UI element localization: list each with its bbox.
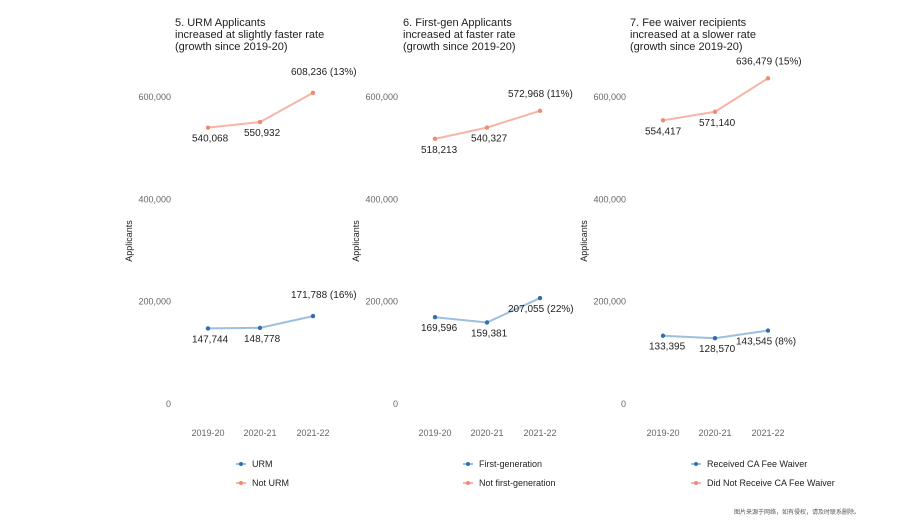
y-tick-label: 400,000 — [365, 194, 398, 204]
y-tick-label: 600,000 — [593, 92, 626, 102]
y-axis-label: Applicants — [351, 220, 361, 262]
y-tick-label: 600,000 — [365, 92, 398, 102]
data-point — [310, 90, 316, 95]
x-tick-label: 2019-20 — [418, 428, 451, 438]
y-tick-label: 0 — [166, 399, 171, 409]
legend-label: Did Not Receive CA Fee Waiver — [707, 478, 835, 488]
chart-title-line: 5. URM Applicants — [175, 17, 266, 29]
legend-label: URM — [252, 459, 273, 469]
legend-swatch-dot — [466, 462, 470, 466]
legend-swatch-dot — [239, 481, 243, 485]
data-label: 159,381 — [471, 328, 508, 339]
data-label: 169,596 — [421, 323, 458, 334]
data-label: 171,788 (16%) — [291, 290, 357, 301]
x-tick-label: 2019-20 — [191, 428, 224, 438]
x-tick-label: 2020-21 — [243, 428, 276, 438]
data-point — [765, 76, 771, 81]
series-line — [662, 77, 769, 122]
data-label: 540,327 — [471, 134, 508, 145]
chart-title-line: increased at slightly faster rate — [175, 29, 324, 41]
data-point — [484, 320, 490, 325]
chart-title-line: increased at faster rate — [403, 29, 516, 41]
y-axis-label: Applicants — [124, 220, 134, 262]
x-tick-label: 2020-21 — [470, 428, 503, 438]
data-point — [712, 109, 718, 114]
legend-swatch-dot — [694, 481, 698, 485]
data-point — [205, 326, 211, 331]
data-label: 143,545 (8%) — [736, 337, 796, 348]
legend-label: Received CA Fee Waiver — [707, 459, 807, 469]
data-label: 207,055 (22%) — [508, 304, 574, 315]
data-label: 571,140 — [699, 118, 736, 129]
data-label: 554,417 — [645, 126, 682, 137]
legend-label: First-generation — [479, 459, 542, 469]
data-label: 540,068 — [192, 134, 229, 145]
data-point — [432, 315, 438, 320]
chart-title-line: 6. First-gen Applicants — [403, 17, 512, 29]
y-tick-label: 600,000 — [138, 92, 171, 102]
chart-title-line: increased at a slower rate — [630, 29, 756, 41]
chart-title-line: (growth since 2019-20) — [175, 41, 288, 53]
x-tick-label: 2021-22 — [296, 428, 329, 438]
data-point — [257, 325, 263, 331]
data-point — [660, 118, 666, 123]
y-tick-label: 0 — [393, 399, 398, 409]
data-label: 550,932 — [244, 128, 281, 139]
data-point — [537, 295, 543, 301]
y-tick-label: 0 — [621, 399, 626, 409]
x-tick-label: 2019-20 — [646, 428, 679, 438]
legend-swatch-dot — [694, 462, 698, 466]
legend-swatch-dot — [239, 462, 243, 466]
legend-label: Not first-generation — [479, 478, 556, 488]
data-point — [712, 336, 718, 341]
x-tick-label: 2020-21 — [698, 428, 731, 438]
data-point — [484, 125, 490, 130]
data-point — [310, 313, 316, 319]
data-label: 636,479 (15%) — [736, 56, 802, 67]
data-label: 128,570 — [699, 344, 736, 355]
data-label: 133,395 — [649, 342, 686, 353]
chart-title-line: 7. Fee waiver recipients — [630, 17, 747, 29]
legend-label: Not URM — [252, 478, 289, 488]
y-axis-label: Applicants — [579, 220, 589, 262]
y-tick-label: 400,000 — [593, 194, 626, 204]
data-point — [537, 108, 543, 114]
y-tick-label: 200,000 — [365, 297, 398, 307]
chart-title-line: (growth since 2019-20) — [630, 41, 743, 53]
y-tick-label: 400,000 — [138, 194, 171, 204]
data-point — [205, 125, 211, 130]
data-label: 148,778 — [244, 334, 281, 345]
data-point — [660, 333, 666, 338]
footnote: 图片来源于网络，如有侵权，请及时联系删除。 — [733, 509, 860, 516]
x-tick-label: 2021-22 — [523, 428, 556, 438]
data-label: 147,744 — [192, 334, 229, 345]
data-label: 518,213 — [421, 145, 458, 156]
chart-title-line: (growth since 2019-20) — [403, 41, 516, 53]
data-point — [257, 119, 263, 125]
data-label: 572,968 (11%) — [508, 89, 573, 100]
data-point — [765, 328, 771, 333]
data-label: 608,236 (13%) — [291, 67, 357, 78]
data-point — [432, 136, 438, 142]
legend-swatch-dot — [466, 481, 470, 485]
x-tick-label: 2021-22 — [751, 428, 784, 438]
y-tick-label: 200,000 — [138, 297, 171, 307]
y-tick-label: 200,000 — [593, 297, 626, 307]
